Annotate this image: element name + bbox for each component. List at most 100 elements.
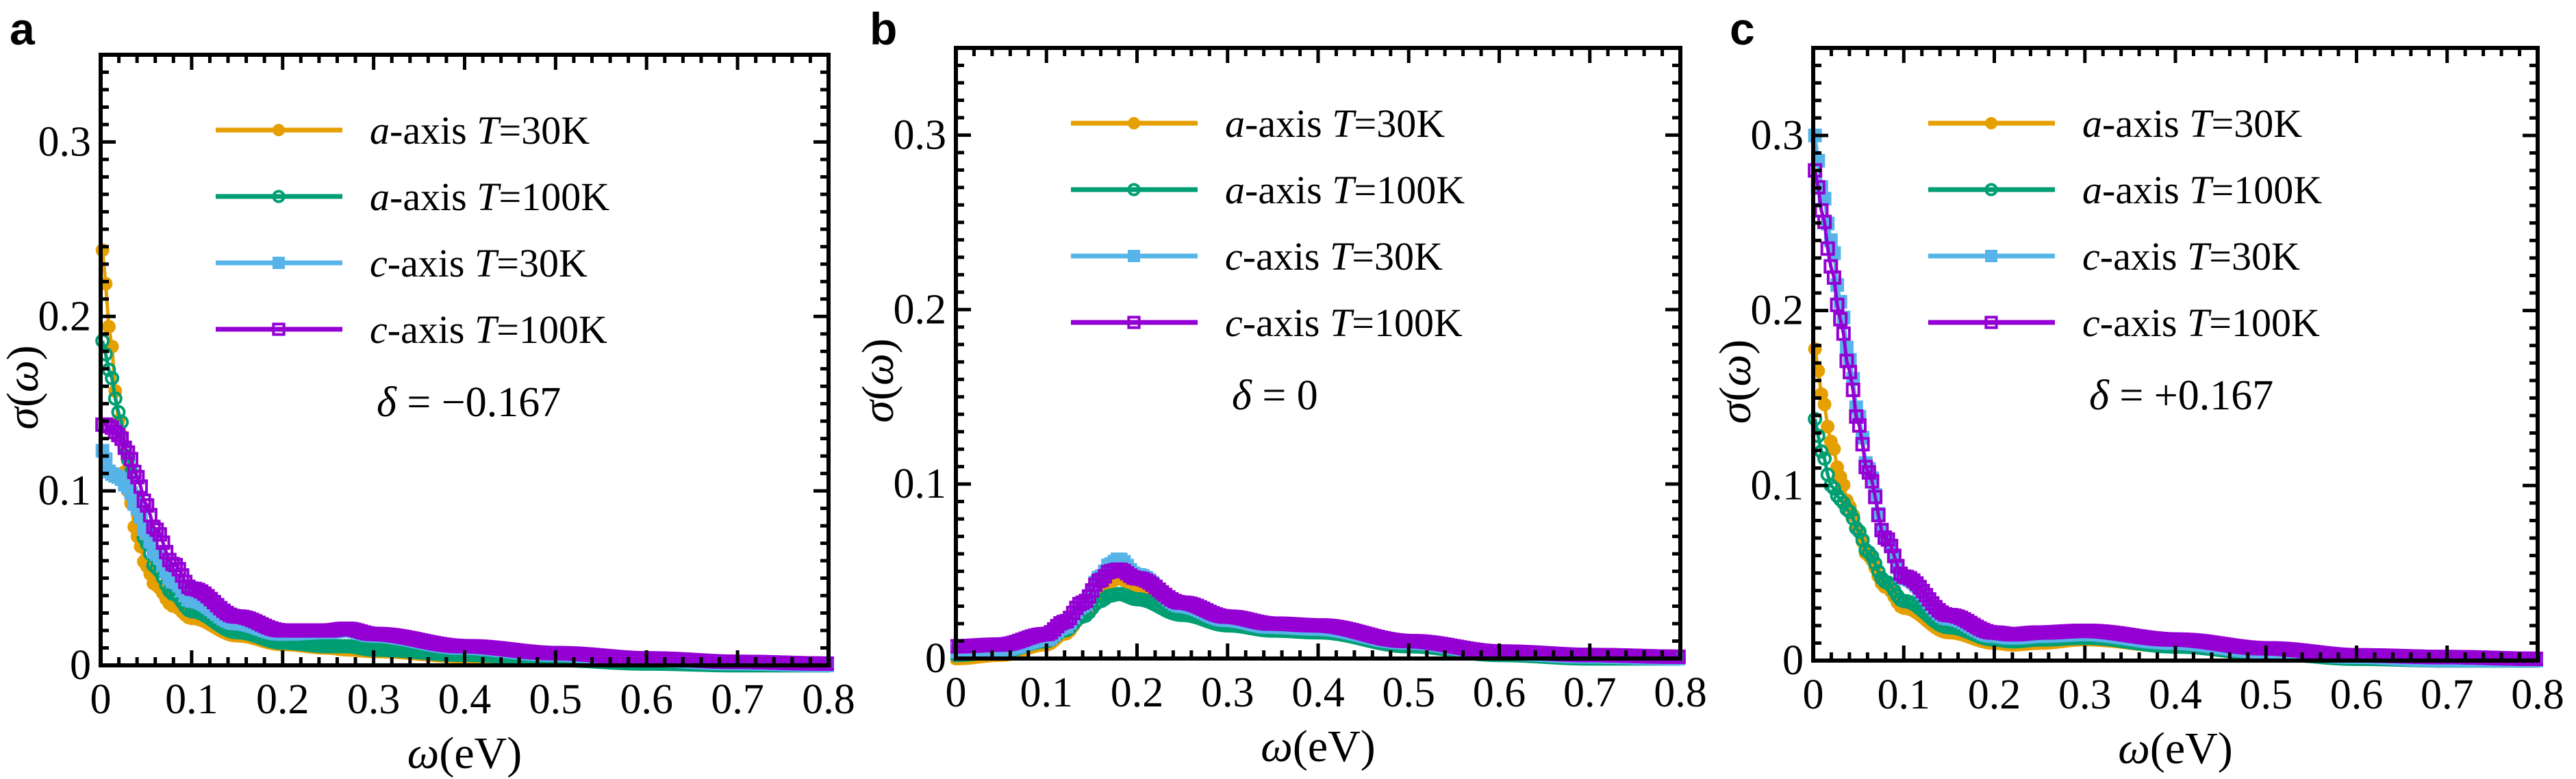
x-axis-label: ω(eV) (2118, 724, 2233, 774)
y-tick-label: 0 (70, 642, 91, 689)
x-tick-label: 0.6 (2330, 672, 2384, 718)
y-tick-label: 0 (1782, 637, 1804, 684)
x-tick-label: 0.1 (1878, 672, 1931, 718)
legend: a-axis T=30K a-axis T=100K c-axis T=30K c-a… (1071, 101, 1465, 419)
delta-annotation: δ = −0.167 (377, 379, 561, 426)
x-tick-label: 0.1 (165, 676, 218, 723)
x-tick-label: 0.5 (2240, 672, 2293, 718)
plot-a: 0 0.1 0.2 0.3 0.4 0.5 0.6 0.7 0.8 ω(eV) 0 0.1 0.2 0.3… (0, 53, 855, 778)
legend-item: a-axis T=100K (1071, 168, 1465, 212)
legend: a-axis T=30K a-axis T=100K c-axis T=30K c-a… (216, 108, 609, 426)
x-tick-label: 0.5 (1382, 669, 1436, 716)
legend-item: c-axis T=100K (216, 307, 607, 352)
data-marker (1984, 316, 1998, 329)
data-marker (1128, 117, 1140, 129)
panel-a: a 0 0.1 0.2 0.3 0.4 0.5 0.6 0.7 0.8 ω(eV) 0 0.1 0.2 0… (0, 0, 859, 779)
panel-letter: c (1730, 3, 1755, 54)
x-tick-label: 0 (946, 669, 967, 716)
x-axis-label: ω(eV) (1261, 721, 1376, 771)
x-axis: 0 0.1 0.2 0.3 0.4 0.5 0.6 0.7 0.8 ω(eV) (946, 48, 1707, 771)
x-tick-label: 0.4 (1291, 669, 1345, 716)
x-tick-label: 0 (1803, 672, 1824, 718)
legend-label: a-axis T=100K (2082, 168, 2322, 212)
legend-label: a-axis T=30K (2082, 101, 2302, 146)
data-marker (1836, 326, 1851, 341)
x-tick-label: 0.3 (1201, 669, 1254, 716)
y-axis-label: σ(ω) (1710, 340, 1760, 424)
data-marker (1985, 250, 1997, 262)
x-tick-label: 0.2 (256, 676, 310, 723)
x-tick-label: 0.6 (1473, 669, 1526, 716)
x-tick-label: 0.7 (1563, 669, 1617, 716)
legend: a-axis T=30K a-axis T=100K c-axis T=30K c-a… (1928, 101, 2322, 419)
panel-letter: b (870, 3, 898, 54)
data-marker (1827, 442, 1841, 456)
x-tick-label: 0.4 (2149, 672, 2202, 718)
x-tick-label: 0.5 (529, 676, 583, 723)
legend-label: a-axis T=100K (1225, 168, 1465, 212)
legend-item: c-axis T=100K (1071, 301, 1463, 345)
data-marker (155, 535, 171, 550)
data-marker (108, 391, 123, 406)
data-marker (1868, 489, 1883, 505)
data-marker (1871, 564, 1886, 579)
data-marker (101, 320, 116, 334)
legend-label: a-axis T=100K (370, 175, 609, 219)
y-tick-label: 0.1 (38, 468, 92, 514)
y-axis-label: σ(ω) (853, 338, 903, 422)
y-tick-label: 0.2 (894, 286, 947, 333)
legend-item: c-axis T=100K (1928, 301, 2320, 345)
data-marker (273, 124, 285, 136)
data-marker (1833, 492, 1848, 507)
series-c-axis-t-30k (95, 444, 834, 672)
data-marker (1871, 507, 1886, 522)
legend-label: c-axis T=100K (1225, 301, 1463, 345)
data-marker (1826, 481, 1841, 496)
data-marker (1984, 183, 1998, 196)
legend-item: c-axis T=30K (216, 241, 588, 285)
data-marker (152, 527, 167, 542)
legend-label: c-axis T=30K (370, 241, 588, 285)
legend-label: c-axis T=30K (1225, 234, 1443, 279)
data-marker (1830, 297, 1845, 312)
legend-item: a-axis T=30K (1071, 101, 1445, 146)
data-marker (1817, 397, 1832, 411)
x-tick-label: 0.7 (2421, 672, 2474, 718)
x-axis: 0 0.1 0.2 0.3 0.4 0.5 0.6 0.7 0.8 ω(eV) (1803, 48, 2564, 774)
y-tick-label: 0.3 (1751, 112, 1804, 159)
x-tick-label: 0.7 (711, 676, 764, 723)
data-marker (1852, 524, 1867, 539)
data-marker (1861, 465, 1876, 480)
x-tick-label: 0.3 (2058, 672, 2112, 718)
data-marker (1821, 420, 1835, 434)
y-axis: 0 0.1 0.2 0.3 σ(ω) (853, 46, 1680, 682)
data-marker (133, 479, 148, 494)
y-tick-label: 0.3 (894, 112, 947, 158)
y-tick-label: 0.3 (38, 118, 92, 165)
data-marker (1868, 556, 1883, 571)
data-marker (1128, 250, 1140, 262)
data-marker (1833, 311, 1848, 327)
y-axis: 0 0.1 0.2 0.3 σ(ω) (1710, 46, 2538, 684)
series-a-axis-t-100k (1808, 411, 2543, 668)
x-tick-label: 0.6 (620, 676, 674, 723)
y-tick-label: 0.1 (894, 461, 947, 507)
y-tick-label: 0.2 (1751, 288, 1804, 334)
x-tick-label: 0.4 (438, 676, 492, 723)
data-marker (273, 257, 285, 269)
panel-letter: a (10, 3, 35, 54)
data-marker (1826, 270, 1841, 285)
data-marker (140, 498, 155, 513)
data-marker (1852, 418, 1867, 433)
legend-item: a-axis T=100K (1928, 168, 2322, 212)
x-tick-label: 0 (90, 676, 112, 723)
data-marker (1855, 437, 1870, 452)
delta-annotation: δ = 0 (1232, 372, 1318, 419)
data-marker (1127, 183, 1141, 196)
y-axis: 0 0.1 0.2 0.3 σ(ω) (0, 53, 829, 689)
series-c-axis-t-100k (95, 417, 834, 671)
plot-c: 0 0.1 0.2 0.3 0.4 0.5 0.6 0.7 0.8 ω(eV) 0 0.1 0.2 0.3… (1710, 46, 2564, 774)
x-tick-label: 0.8 (2511, 672, 2564, 718)
x-axis-label: ω(eV) (407, 728, 522, 778)
y-axis-label: σ(ω) (0, 345, 48, 429)
